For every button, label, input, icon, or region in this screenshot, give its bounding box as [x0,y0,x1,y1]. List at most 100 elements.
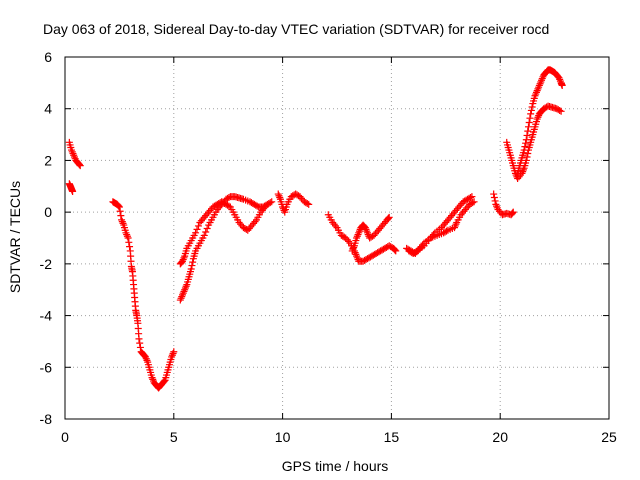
data-point [527,110,535,118]
data-point [355,227,363,235]
data-point [125,238,133,246]
data-point [135,335,143,343]
x-tick-label: 10 [275,429,291,445]
data-point [179,257,187,265]
axis-ticks: 0 5 10 15 20 25 -8 -6 -4 -2 0 2 4 6 [40,49,617,445]
plot-frame [64,56,610,420]
data-point [523,153,531,161]
y-tick-label: -6 [40,359,53,375]
data-point [118,218,126,226]
data-point [412,248,420,256]
data-point [118,216,126,224]
data-point [136,339,144,347]
data-point [189,258,197,266]
data-point [70,151,78,159]
data-point [524,123,532,131]
data-point [181,284,189,292]
data-point [527,106,535,114]
data-point [384,214,392,222]
data-point [119,219,127,227]
y-tick-label: -4 [40,308,53,324]
data-point [179,256,187,264]
data-point [160,377,168,385]
data-point [534,113,542,121]
data-point [532,88,540,96]
data-point [536,80,544,88]
data-point [490,193,498,201]
data-point [526,114,534,122]
y-tick-label: 6 [44,49,52,65]
data-point [68,148,76,156]
data-point [202,228,210,236]
data-point [136,343,144,351]
data-point [533,115,541,123]
data-point [117,212,125,220]
data-point [523,131,531,139]
data-point [75,160,83,168]
data-point [531,92,539,100]
data-point [276,193,284,201]
data-point [114,201,122,209]
data-point [149,375,157,383]
data-point [124,234,132,242]
data-point [123,231,131,239]
data-point [70,153,78,161]
data-point [353,232,361,240]
data-point [354,231,362,239]
data-point [142,355,150,363]
series-trace-5 [176,198,269,268]
data-point [203,225,211,233]
data-point [188,262,196,270]
data-point [362,225,370,233]
y-tick-label: 0 [44,204,52,220]
x-tick-label: 0 [61,429,69,445]
data-point [182,282,190,290]
data-point [452,220,460,228]
data-point [537,78,545,86]
data-points [65,66,566,392]
data-point [260,205,268,213]
data-point [519,168,527,176]
x-axis-label: GPS time / hours [282,458,389,474]
series-trace-2 [65,180,77,195]
data-point [180,287,188,295]
data-point [363,227,371,235]
data-point [350,243,358,251]
data-point [538,76,546,84]
data-point [524,150,532,158]
data-point [187,265,195,273]
data-point [429,231,437,239]
data-point [361,224,369,232]
data-point [268,198,276,206]
data-point [178,293,186,301]
data-point [169,349,177,357]
series-trace-13 [514,66,566,177]
data-point [443,227,451,235]
data-point [349,245,357,253]
data-point [116,207,124,215]
data-point [524,127,532,135]
data-point [391,246,399,254]
data-point [192,229,200,237]
data-point [466,193,474,201]
data-point [451,224,459,232]
x-tick-label: 20 [492,429,508,445]
data-point [533,87,541,95]
data-point [352,250,360,258]
data-point [348,247,356,255]
series-trace-8 [348,213,393,255]
data-point [363,229,371,237]
series-trace-11 [490,190,517,219]
data-point [521,143,529,151]
data-point [122,229,130,237]
data-point [176,296,184,304]
data-point [493,202,501,210]
y-tick-label: 2 [44,152,52,168]
data-point [275,192,283,200]
data-point [509,209,517,217]
data-point [556,106,564,114]
data-point [384,215,392,223]
data-point [180,254,188,262]
